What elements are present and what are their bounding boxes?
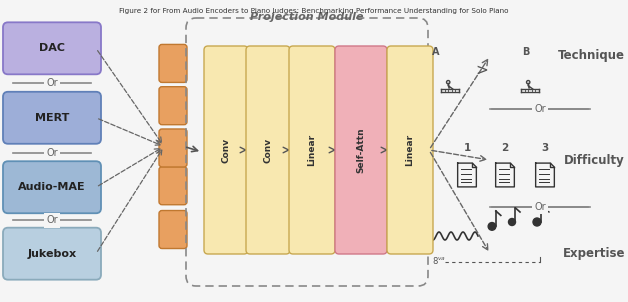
Circle shape [509,219,516,226]
FancyBboxPatch shape [387,46,433,254]
Text: Or: Or [534,202,546,212]
Text: Audio-MAE: Audio-MAE [18,182,86,192]
Text: Linear: Linear [308,134,317,166]
Circle shape [533,218,541,226]
Text: Linear: Linear [406,134,414,166]
FancyBboxPatch shape [3,92,101,144]
Text: Or: Or [534,104,546,114]
FancyBboxPatch shape [159,87,187,125]
FancyBboxPatch shape [159,167,187,205]
Circle shape [488,223,496,230]
Text: Figure 2 for From Audio Encoders to Piano Judges: Benchmarking Performance Under: Figure 2 for From Audio Encoders to Pian… [119,8,509,14]
Text: Expertise: Expertise [563,247,625,260]
FancyBboxPatch shape [289,46,335,254]
Text: Or: Or [534,104,546,114]
FancyBboxPatch shape [159,210,187,249]
Text: Projection Module: Projection Module [250,12,364,22]
Text: Jukebox: Jukebox [28,249,77,259]
FancyBboxPatch shape [159,129,187,167]
FancyBboxPatch shape [246,46,290,254]
FancyBboxPatch shape [159,44,187,82]
Text: Conv: Conv [264,137,273,162]
Text: Or: Or [46,78,58,88]
Text: Or: Or [534,202,546,212]
Text: A: A [432,47,440,57]
Text: Difficulty: Difficulty [564,153,625,167]
Text: B: B [522,47,529,57]
Text: MERT: MERT [35,113,69,123]
Text: Or: Or [46,147,58,158]
FancyBboxPatch shape [3,161,101,213]
Text: DAC: DAC [39,43,65,53]
FancyBboxPatch shape [335,46,387,254]
Text: 3: 3 [541,143,549,153]
FancyBboxPatch shape [204,46,248,254]
FancyBboxPatch shape [3,228,101,280]
Text: Self-Attn: Self-Attn [357,127,365,173]
Text: >: > [475,63,489,78]
Text: 1: 1 [463,143,470,153]
Text: $8^{va}$: $8^{va}$ [432,255,446,265]
Text: Conv: Conv [222,137,230,162]
Text: Or: Or [46,215,58,226]
Text: 2: 2 [501,143,509,153]
Text: Technique: Technique [558,49,625,63]
FancyBboxPatch shape [3,22,101,74]
